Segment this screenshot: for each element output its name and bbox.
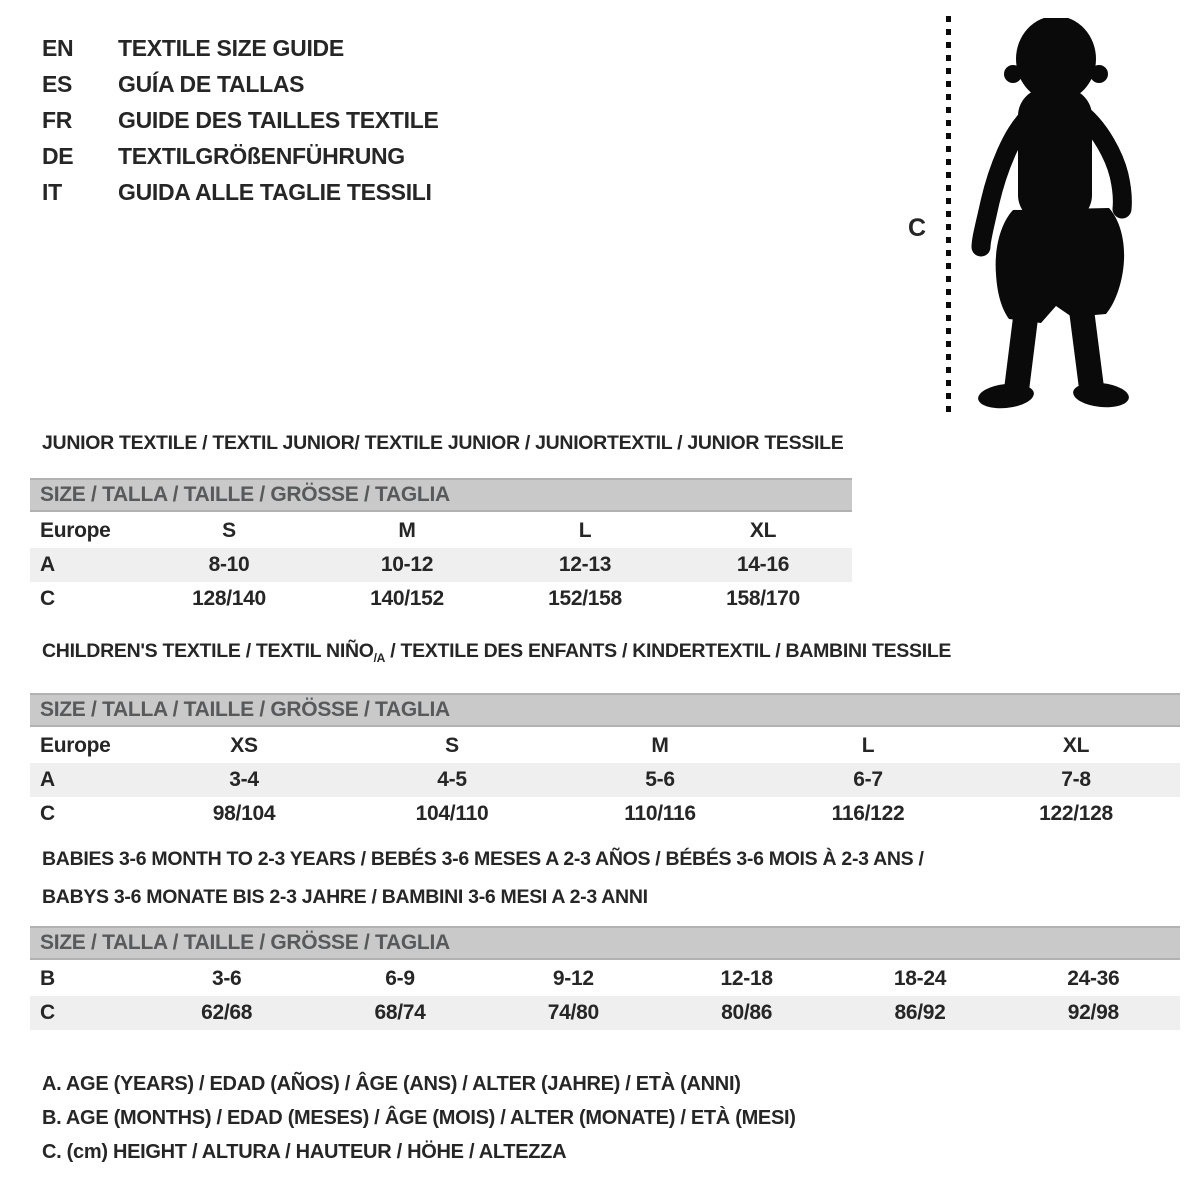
table-cell: 10-12 [380,553,434,576]
language-title: GUÍA DE TALLAS [118,70,305,97]
babies-textile-table: BABIES 3-6 MONTH TO 2-3 YEARS / BEBÉS 3-… [30,846,1180,1030]
table-cell: XL [1062,733,1090,757]
table-row: C 128/140 140/152 152/158 158/170 [30,582,852,616]
language-title: GUIDA ALLE TAGLIE TESSILI [118,178,432,205]
row-label: B [40,967,55,990]
language-row-it: IT GUIDA ALLE TAGLIE TESSILI [42,174,439,210]
row-label: C [40,1001,55,1024]
size-header-bar: SIZE / TALLA / TAILLE / GRÖSSE / TAGLIA [30,478,852,512]
table-cell: 86/92 [894,1001,946,1024]
language-code: FR [42,106,73,133]
table-cell: 8-10 [208,553,250,576]
table-row: A 3-4 4-5 5-6 6-7 7-8 [30,762,1180,797]
legend-line-c: C. (cm) HEIGHT / ALTURA / HAUTEUR / HÖHE… [42,1141,567,1163]
row-label: C [40,587,55,610]
table-cell: 122/128 [1039,801,1113,825]
table-cell: M [651,733,669,757]
language-code: IT [42,178,62,205]
language-title: TEXTILE SIZE GUIDE [118,34,344,61]
table-cell: M [398,519,416,542]
table-title: JUNIOR TEXTILE / TEXTIL JUNIOR/ TEXTILE … [30,430,852,456]
table-title-line: CHILDREN'S TEXTILE / TEXTIL NIÑO/A / TEX… [42,640,952,665]
table-cell: 158/170 [726,587,800,610]
table-cell: 62/68 [201,1001,253,1024]
height-measure-label: C [908,214,926,242]
table-row: A 8-10 10-12 12-13 14-16 [30,548,852,582]
table-cell: 98/104 [212,801,276,825]
legend: A. AGE (YEARS) / EDAD (AÑOS) / ÂGE (ANS)… [42,1071,796,1173]
table-row: C 62/68 68/74 74/80 80/86 86/92 92/98 [30,996,1180,1030]
language-title-list: EN TEXTILE SIZE GUIDE ES GUÍA DE TALLAS … [42,30,439,210]
children-textile-table: CHILDREN'S TEXTILE / TEXTIL NIÑO/A / TEX… [30,638,1180,831]
table-cell: 5-6 [645,767,675,791]
table-cell: 140/152 [370,587,444,610]
table-cell: 6-9 [385,967,415,990]
table-cell: 74/80 [547,1001,599,1024]
row-label: C [40,801,55,825]
language-row-de: DE TEXTILGRÖßENFÜHRUNG [42,138,439,174]
language-title: TEXTILGRÖßENFÜHRUNG [118,142,405,169]
language-code: ES [42,70,73,97]
language-code: DE [42,142,74,169]
table-cell: S [445,733,459,757]
table-cell: L [578,519,592,542]
table-cell: 14-16 [736,553,790,576]
language-row-es: ES GUÍA DE TALLAS [42,66,439,102]
table-cell: 12-13 [558,553,612,576]
table-cell: 110/116 [624,801,696,825]
height-measure-line [946,16,951,414]
table-cell: 92/98 [1067,1001,1119,1024]
table-row: Europe XS S M L XL [30,729,1180,763]
table-title: CHILDREN'S TEXTILE / TEXTIL NIÑO/A / TEX… [30,638,1180,671]
table-cell: 18-24 [893,967,947,990]
table-cell: 4-5 [437,767,467,791]
table-title-line: BABYS 3-6 MONATE BIS 2-3 JAHRE / BAMBINI… [42,886,648,908]
table-cell: 7-8 [1061,767,1091,791]
table-cell: XL [749,519,777,542]
table-cell: 128/140 [192,587,266,610]
legend-line-b: B. AGE (MONTHS) / EDAD (MESES) / ÂGE (MO… [42,1107,796,1129]
table-cell: 6-7 [853,767,883,791]
table-cell: 3-4 [229,767,259,791]
row-label: A [40,553,55,576]
table-cell: S [222,519,236,542]
table-cell: 24-36 [1067,967,1120,990]
language-row-fr: FR GUIDE DES TAILLES TEXTILE [42,102,439,138]
table-cell: 104/110 [415,801,489,825]
table-cell: 9-12 [552,967,594,990]
toddler-silhouette [971,18,1132,409]
table-row: B 3-6 6-9 9-12 12-18 18-24 24-36 [30,962,1180,996]
row-label: Europe [40,733,111,757]
table-cell: 152/158 [548,587,622,610]
table-cell: L [861,733,875,757]
table-cell: 3-6 [211,967,242,990]
legend-line-a: A. AGE (YEARS) / EDAD (AÑOS) / ÂGE (ANS)… [42,1073,741,1095]
size-header-bar: SIZE / TALLA / TAILLE / GRÖSSE / TAGLIA [30,926,1180,960]
table-title-line: JUNIOR TEXTILE / TEXTIL JUNIOR/ TEXTILE … [42,432,844,454]
table-cell: 12-18 [720,967,774,990]
table-cell: XS [230,733,258,757]
table-cell: 80/86 [721,1001,773,1024]
language-row-en: EN TEXTILE SIZE GUIDE [42,30,439,66]
language-code: EN [42,34,74,61]
row-label: A [40,767,55,791]
table-title: BABIES 3-6 MONTH TO 2-3 YEARS / BEBÉS 3-… [30,846,1180,910]
table-title-line: BABIES 3-6 MONTH TO 2-3 YEARS / BEBÉS 3-… [42,848,924,870]
table-row: Europe S M L XL [30,514,852,548]
table-cell: 68/74 [374,1001,426,1024]
junior-textile-table: JUNIOR TEXTILE / TEXTIL JUNIOR/ TEXTILE … [30,430,852,616]
language-title: GUIDE DES TAILLES TEXTILE [118,106,439,133]
size-header-bar: SIZE / TALLA / TAILLE / GRÖSSE / TAGLIA [30,692,1180,727]
table-cell: 116/122 [831,801,905,825]
row-label: Europe [40,519,111,542]
table-row: C 98/104 104/110 110/116 116/122 122/128 [30,797,1180,831]
